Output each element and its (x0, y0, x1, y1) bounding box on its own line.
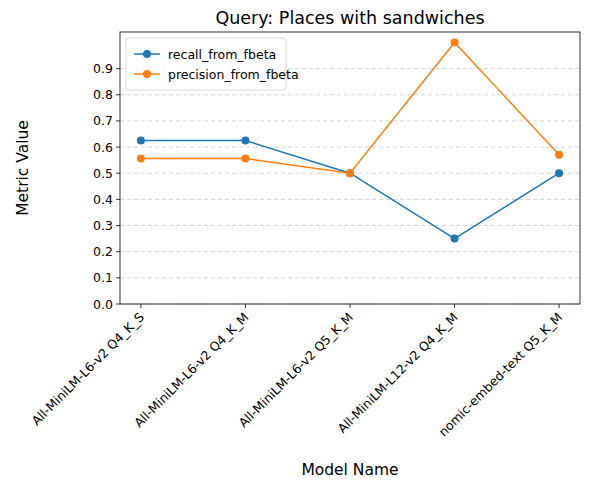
legend-marker (143, 50, 151, 58)
series-marker (346, 169, 354, 177)
legend-box (126, 38, 286, 90)
series-marker (346, 169, 354, 177)
x-tick (454, 304, 455, 308)
y-tick-label: 0.0 (93, 297, 113, 312)
series-marker (241, 137, 249, 145)
grid-line (120, 251, 580, 252)
y-tick (116, 251, 120, 252)
y-tick-label: 0.3 (93, 218, 113, 233)
y-tick (116, 225, 120, 226)
series-marker (555, 151, 563, 159)
y-tick-label: 0.1 (93, 270, 113, 285)
y-tick-label: 0.6 (93, 140, 113, 155)
y-tick-label: 0.8 (93, 87, 113, 102)
chart: 0.0 0.1 0.2 0.3 0.4 0.5 0.6 0.7 0.8 0.9 All-MiniLM… (0, 0, 590, 490)
y-tick (116, 94, 120, 95)
series-marker (555, 169, 563, 177)
y-tick (116, 304, 120, 305)
legend-label: precision_from_fbeta (168, 67, 299, 82)
plot-frame (120, 32, 580, 304)
grid-line (120, 147, 580, 148)
legend: recall_from_fbeta precision_from_fbeta (126, 38, 299, 90)
plot-area (137, 38, 563, 242)
y-tick-label: 0.9 (93, 61, 113, 76)
y-tick (116, 199, 120, 200)
legend-marker (143, 70, 151, 78)
y-tick-label: 0.7 (93, 113, 113, 128)
series-line (141, 141, 559, 239)
y-tick-label: 0.2 (93, 244, 113, 259)
x-tick-label: All-MiniLM-L6-v2 Q5_K_M (235, 310, 356, 431)
grid-line (120, 120, 580, 121)
y-axis-label: Metric Value (14, 120, 32, 216)
series-marker (241, 155, 249, 163)
grid-line (120, 94, 580, 95)
y-tick (116, 277, 120, 278)
x-tick (559, 304, 560, 308)
grid-line (120, 225, 580, 226)
legend-label: recall_from_fbeta (168, 47, 276, 62)
series-marker (137, 155, 145, 163)
series-marker (451, 38, 459, 46)
x-tick (350, 304, 351, 308)
grid-line (120, 199, 580, 200)
x-axis-label: Model Name (301, 461, 398, 479)
x-tick-label: All-MiniLM-L6-v2 Q4_K_M (131, 310, 252, 431)
grid-line (120, 277, 580, 278)
x-tick (140, 304, 141, 308)
x-tick-label: All-MiniLM-L12-v2 Q4_K_M (334, 310, 460, 436)
title: Query: Places with sandwiches (215, 8, 484, 28)
x-tick-label: nomic-embed-text Q5_K_M (435, 310, 565, 440)
series-marker (451, 235, 459, 243)
y-tick (116, 147, 120, 148)
series-marker (137, 137, 145, 145)
y-tick (116, 120, 120, 121)
y-tick-label: 0.4 (93, 192, 113, 207)
y-tick-label: 0.5 (93, 166, 113, 181)
y-tick (116, 173, 120, 174)
y-tick (116, 68, 120, 69)
x-tick-label: All-MiniLM-L6-v2 Q4_K_S (28, 309, 147, 428)
x-tick (245, 304, 246, 308)
